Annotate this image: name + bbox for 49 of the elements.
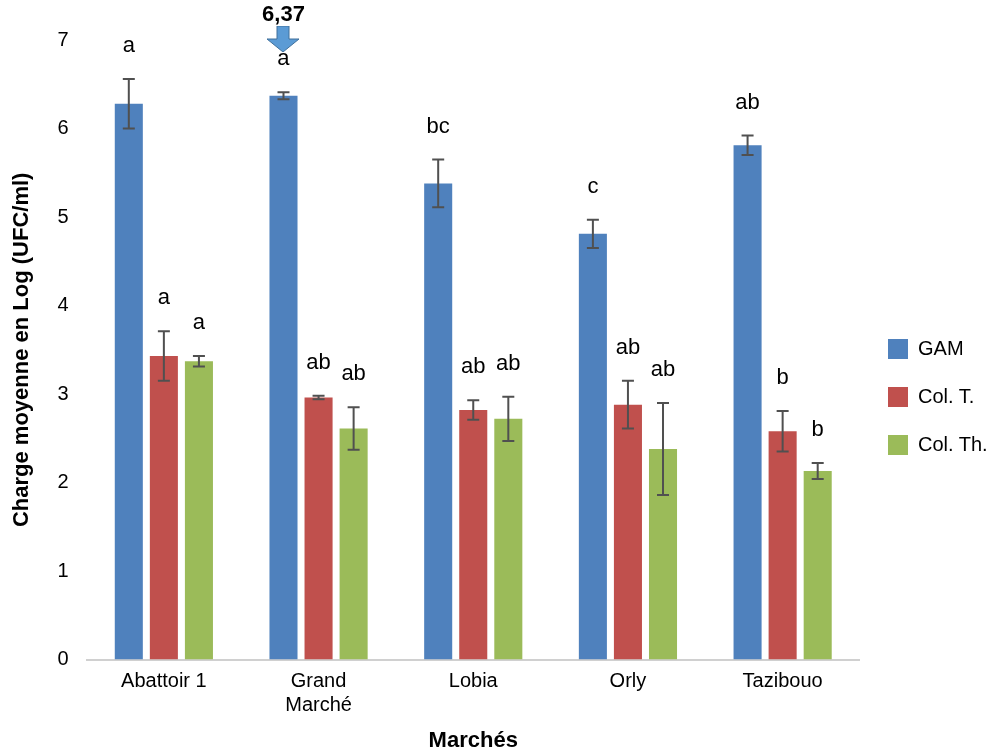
data-label: bc [426,112,450,138]
x-axis-title: Marchés [428,726,518,752]
bar [184,361,213,660]
data-label: ab [496,349,521,375]
data-label: ab [341,360,366,386]
data-label: ab [735,88,760,114]
legend-label: Col. Th. [917,432,988,455]
data-label: a [277,45,291,71]
y-tick-label: 7 [57,27,69,50]
y-tick-label: 1 [57,558,69,581]
y-tick-label: 5 [57,204,69,227]
data-label: c [587,172,599,198]
legend-label: GAM [917,336,964,359]
bar [494,418,523,660]
x-tick-label: Grand Marché [285,669,352,716]
bar [339,428,368,660]
y-tick-label: 4 [57,293,69,316]
data-label: a [192,309,206,335]
bar [459,409,488,660]
bar [578,233,607,660]
bar [803,471,832,660]
bar [768,431,797,660]
data-label: a [157,284,171,310]
y-tick-label: 3 [57,381,69,404]
data-label: ab [461,353,486,379]
bar [149,356,178,660]
bar [269,95,298,660]
y-axis-title: Charge moyenne en Log (UFC/ml) [8,172,34,528]
bar [304,397,333,660]
legend-label: Col. T. [917,384,975,407]
text: 6,37 [262,1,305,27]
data-label: ab [650,355,676,381]
y-tick-label: 2 [57,470,69,493]
data-label: b [776,363,789,389]
data-label: ab [306,348,331,374]
data-label: b [811,416,824,442]
y-tick-label: 0 [57,647,69,670]
x-tick-label: Tazibouo [742,669,823,692]
y-tick-label: 6 [57,116,69,139]
bar [613,404,642,660]
bar [648,448,678,660]
data-label: a [122,32,136,58]
bar [424,183,453,660]
data-label: ab [615,333,641,359]
bar [733,145,762,660]
x-tick-label: Lobia [448,669,499,692]
x-tick-label: Orly [609,669,647,692]
x-tick-label: Abattoir 1 [121,669,207,692]
bar [114,103,143,660]
